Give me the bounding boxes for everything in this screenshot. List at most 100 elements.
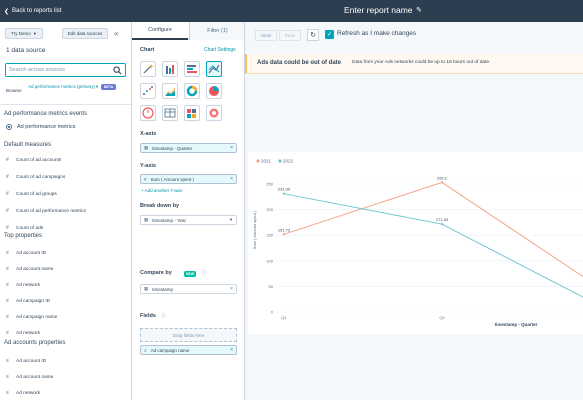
chart-type-kpi[interactable] [206, 105, 222, 121]
search-input[interactable]: Search across sources [5, 63, 126, 77]
report-name-input[interactable]: Enter report name [344, 5, 413, 15]
report-preview-panel: Undo Redo ↻ ✓ Refresh as I make changes … [245, 22, 583, 400]
info-icon[interactable]: ⓘ [161, 313, 167, 319]
line-chart: 2021 2022 0 50 100 150 200 250 Q1 Q2 231.09 151.… [252, 159, 583, 327]
property-item[interactable]: ≡ Ad campaign ID [6, 298, 50, 304]
chart-type-area[interactable] [162, 83, 178, 99]
measure-item[interactable]: # Count of ad groups [6, 191, 57, 197]
chart-settings-link[interactable]: Chart Settings [204, 47, 236, 53]
data-point[interactable] [440, 222, 444, 226]
caret-down-icon: ▼ [32, 31, 37, 36]
property-item[interactable]: ≡ Ad account name [6, 266, 53, 272]
pie-chart-icon [209, 86, 219, 96]
number-icon: # [6, 174, 9, 180]
back-to-reports-button[interactable]: ❮ Back to reports list [4, 5, 61, 17]
donut-chart-icon [186, 85, 198, 97]
text-field-icon: ≡ [6, 330, 9, 336]
property-item[interactable]: ≡ Ad account ID [6, 358, 46, 364]
search-icon[interactable] [113, 66, 122, 75]
chart-type-table[interactable] [162, 105, 178, 121]
remove-icon[interactable]: × [230, 145, 233, 151]
remove-icon[interactable]: × [230, 176, 233, 182]
y-tick-label: 200 [266, 207, 273, 212]
add-y-axis-link[interactable]: + Add another Y-axis [141, 188, 183, 193]
data-point[interactable] [440, 181, 444, 184]
try-demo-label: Try Demo [11, 31, 31, 36]
chart-type-pie[interactable] [206, 83, 222, 99]
chart-type-scatter[interactable] [140, 83, 156, 99]
chart-type-pivot[interactable] [184, 105, 200, 121]
x-axis-label: X-axis [140, 131, 157, 137]
warning-title: Ads data could be out of date [257, 60, 342, 66]
default-measures-heading: Default measures [4, 142, 52, 148]
data-point[interactable] [282, 233, 286, 236]
chart-type-bar[interactable] [184, 61, 200, 77]
x-tick-label: Q2 [439, 315, 445, 320]
compare-value: timestamp [152, 286, 174, 292]
refresh-checkbox[interactable]: ✓ [325, 30, 334, 39]
number-icon: # [6, 225, 9, 231]
measure-label: Count of ad accounts [16, 157, 62, 163]
edit-data-sources-button[interactable]: Edit data sources [62, 28, 108, 39]
area-chart-icon [165, 87, 175, 96]
info-icon[interactable]: ⓘ [202, 270, 208, 276]
property-label: Ad network [16, 390, 40, 396]
property-label: Ad account ID [16, 358, 47, 364]
property-item[interactable]: ≡ Ad network [6, 390, 40, 396]
chart-type-donut[interactable] [184, 83, 200, 99]
chart-type-line-selected[interactable] [206, 61, 222, 77]
tab-filter[interactable]: Filter (1) [189, 22, 244, 40]
undo-button[interactable]: Undo [255, 30, 277, 41]
property-item[interactable]: ≡ Ad account name [6, 374, 53, 380]
redo-button[interactable]: Redo [279, 30, 301, 41]
property-item[interactable]: ≡ Ad network [6, 330, 40, 336]
caret-down-icon: ▼ [95, 84, 99, 89]
chart-type-column[interactable] [162, 61, 178, 77]
x-axis-ticks: Q1 Q2 [281, 315, 445, 320]
measure-item[interactable]: # Count of ad accounts [6, 157, 61, 163]
refresh-icon[interactable]: ↻ [307, 29, 319, 41]
pivot-table-icon [187, 109, 196, 118]
measure-label: Count of ad performance metrics [16, 208, 86, 214]
remove-icon[interactable]: × [230, 347, 233, 353]
drag-fields-dropzone[interactable]: Drag fields here [140, 328, 237, 342]
try-demo-button[interactable]: Try Demo ▼ [5, 28, 43, 39]
y-axis-label: Sum ( Amount spent ) [252, 210, 257, 249]
y-tick-label: 100 [266, 258, 273, 263]
browse-source-dropdown[interactable]: Ad performance metrics (primary) [28, 84, 96, 89]
x-axis-field[interactable]: ▦ timestamp - Quarter × [140, 143, 237, 153]
calendar-icon: ▦ [144, 145, 149, 150]
chart-type-gauge[interactable] [140, 105, 156, 121]
config-tabs: Configure Filter (1) [132, 22, 244, 40]
collapse-panel-icon[interactable]: « [114, 29, 119, 38]
event-radio[interactable] [6, 124, 12, 130]
measure-item[interactable]: # Count of ad campaigns [6, 174, 65, 180]
remove-icon[interactable]: × [230, 286, 233, 292]
pencil-icon[interactable]: ✎ [416, 7, 422, 14]
divider [0, 104, 131, 105]
chart-type-magic-wand[interactable] [140, 61, 156, 77]
text-field-icon: ≡ [6, 358, 9, 364]
ad-accounts-heading: Ad accounts properties [4, 340, 66, 346]
measure-item[interactable]: # Count of ads [6, 225, 43, 231]
tab-configure[interactable]: Configure [132, 22, 188, 40]
gauge-icon [142, 107, 154, 119]
property-label: Ad account name [16, 374, 54, 380]
compare-by-field[interactable]: ▦ timestamp × [140, 284, 237, 294]
legend-label: 2021 [261, 159, 272, 164]
data-label: 253.1 [437, 175, 448, 180]
property-item[interactable]: ≡ Ad account ID [6, 250, 46, 256]
break-down-dropdown[interactable]: ▦ timestamp - Year ▼ [140, 215, 237, 225]
text-field-icon: ≡ [6, 250, 9, 256]
chevron-left-icon: ❮ [4, 8, 10, 15]
field-chip[interactable]: ≡ Ad campaign name × [140, 345, 237, 355]
data-point[interactable] [282, 192, 286, 195]
property-item[interactable]: ≡ Ad network [6, 282, 40, 288]
property-item[interactable]: ≡ Ad campaign name [6, 314, 57, 320]
series-line-2022 [283, 193, 583, 298]
y-axis-field[interactable]: # Sum ( Amount spent ) × [140, 174, 237, 184]
y-tick-label: 150 [266, 233, 273, 238]
warning-body: Data from your Ads networks could be up … [352, 60, 491, 65]
measure-item[interactable]: # Count of ad performance metrics [6, 208, 86, 214]
table-icon [164, 108, 176, 118]
